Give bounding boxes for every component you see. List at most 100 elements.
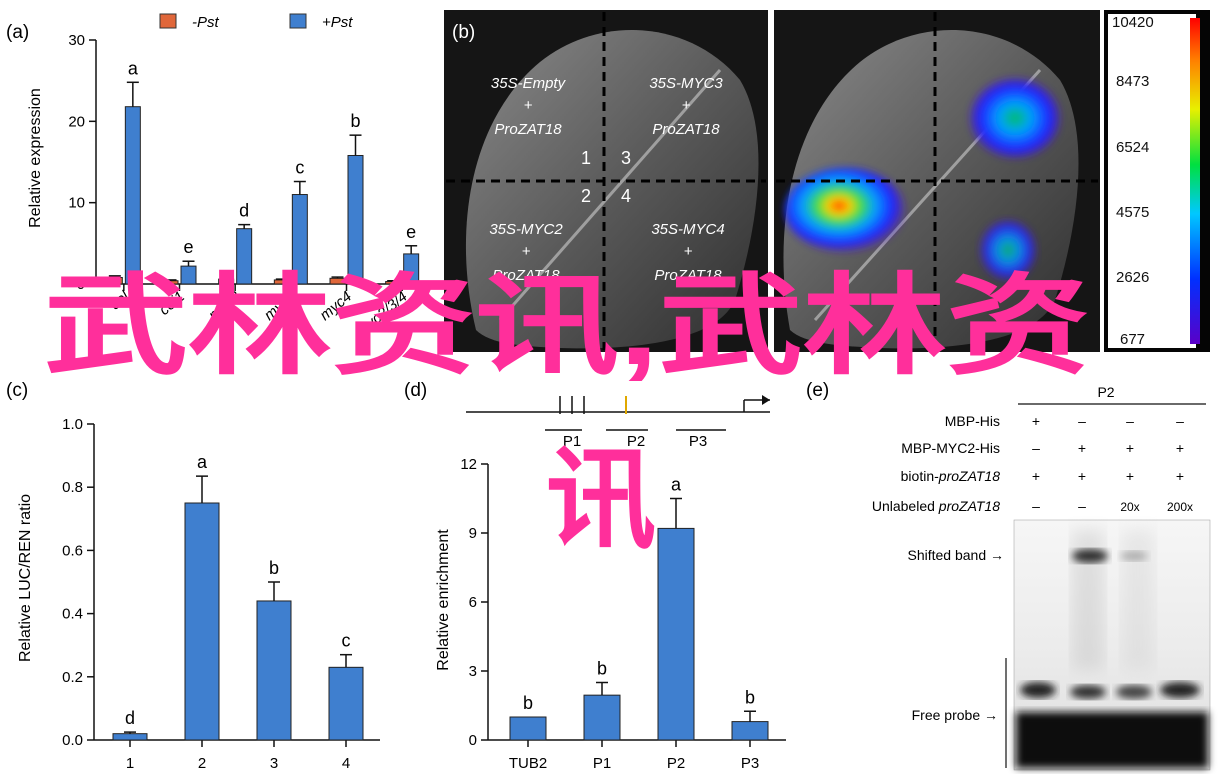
bar xyxy=(583,694,621,741)
condition-cell: 200x xyxy=(1167,500,1193,514)
construct-plus: + xyxy=(524,97,533,114)
leaf-midrib-left xyxy=(498,69,722,321)
quadrant-number-1: 1 xyxy=(581,148,591,168)
bar xyxy=(328,666,364,741)
bar xyxy=(657,527,695,741)
panel-c-axes: 0.0 0.2 0.4 0.6 0.8 1.0 1 2 3 4 xyxy=(62,416,380,772)
panel-d-bar-chart: (d) P1 P2 P3 Relative enrichment 0 3 6 9 12 T… xyxy=(404,380,786,772)
x-tick-label: P3 xyxy=(741,755,759,772)
colorbar-tick: 4575 xyxy=(1116,204,1149,221)
bar xyxy=(124,106,141,285)
panel-d-y-axis-title: Relative enrichment xyxy=(435,529,452,671)
bar xyxy=(184,502,220,741)
panel-d-label: (d) xyxy=(404,380,427,401)
x-tick-label: TUB2 xyxy=(509,755,547,772)
y-tick-label: 0 xyxy=(469,732,477,749)
x-tick-label: 4 xyxy=(342,755,350,772)
region-p1-label: P1 xyxy=(563,433,581,450)
free-probe-label: Free probe → xyxy=(912,707,998,723)
y-tick-label: 12 xyxy=(460,456,477,473)
condition-cell: – xyxy=(1032,440,1040,456)
free-probe-band-lane-4 xyxy=(1160,682,1200,698)
panel-a-bars: a e d c b e xyxy=(106,58,420,285)
y-tick-label: 0.0 xyxy=(62,732,83,749)
condition-row-label: Unlabeled proZAT18 xyxy=(872,498,1000,514)
construct-promoter: ProZAT18 xyxy=(494,121,562,138)
significance-letter: b xyxy=(350,111,360,131)
significance-letter: c xyxy=(342,631,351,651)
x-tick-label: 3 xyxy=(270,755,278,772)
quadrant-number-4: 4 xyxy=(621,186,631,206)
luminescence-spot-myc3 xyxy=(970,78,1060,158)
significance-letter: d xyxy=(125,708,135,728)
panel-c-bar-chart: (c) Relative LUC/REN ratio 0.00.20.40.60… xyxy=(6,380,380,772)
legend-label-plus-pst: +Pst xyxy=(322,14,353,31)
gel-smear xyxy=(1122,530,1154,670)
condition-row-label: MBP-His xyxy=(945,413,1000,429)
quadrant-label-1: 35S-Empty + ProZAT18 xyxy=(491,75,567,138)
luminescence-spot-myc2 xyxy=(785,168,905,252)
shifted-band-lane-2 xyxy=(1072,549,1108,563)
watermark-overlay: 武林资讯,武林资 讯 xyxy=(44,265,1090,562)
construct-label: 35S-MYC2 xyxy=(489,221,563,238)
condition-cell: 20x xyxy=(1120,500,1139,514)
luminescence-colorbar: 10420 8473 6524 4575 2626 677 xyxy=(1104,10,1210,352)
construct-label: 35S-Empty xyxy=(491,75,567,92)
y-tick-label: 30 xyxy=(68,32,85,49)
condition-cell: – xyxy=(1032,498,1040,514)
y-tick-label: 20 xyxy=(68,113,85,130)
construct-promoter: ProZAT18 xyxy=(652,121,720,138)
condition-cell: + xyxy=(1126,468,1134,484)
condition-cell: + xyxy=(1078,468,1086,484)
free-probe-band-lane-1 xyxy=(1020,682,1056,698)
colorbar-tick: 2626 xyxy=(1116,269,1149,286)
condition-cell: + xyxy=(1176,440,1184,456)
y-tick-label: 3 xyxy=(469,663,477,680)
y-tick-label: 1.0 xyxy=(62,416,83,433)
panel-e-label: (e) xyxy=(806,380,829,401)
panel-c-bars: d a b c xyxy=(112,452,364,741)
construct-label: 35S-MYC3 xyxy=(649,75,723,92)
legend-swatch-minus-pst xyxy=(159,13,177,29)
construct-promoter: ProZAT18 xyxy=(654,267,722,284)
x-tick-label: P1 xyxy=(593,755,611,772)
quadrant-label-2: 35S-MYC2 + ProZAT18 xyxy=(489,221,563,284)
y-tick-label: 0 xyxy=(77,276,85,293)
quadrant-label-4: 35S-MYC4 + ProZAT18 xyxy=(651,221,724,284)
condition-cell: + xyxy=(1032,413,1040,429)
condition-row-label: MBP-MYC2-His xyxy=(901,440,1000,456)
colorbar-tick: 10420 xyxy=(1112,14,1154,31)
significance-letter: a xyxy=(671,475,682,495)
significance-letter: a xyxy=(197,452,208,472)
free-probe-front xyxy=(1016,712,1208,768)
promoter-schematic: P1 P2 P3 xyxy=(466,395,770,450)
lane-group-label: P2 xyxy=(1097,384,1114,400)
quadrant-label-3: 35S-MYC3 + ProZAT18 xyxy=(649,75,723,138)
significance-letter: e xyxy=(183,237,193,257)
luminescence-spot-myc4 xyxy=(980,220,1036,280)
panel-a-legend: -Pst +Pst xyxy=(159,13,353,31)
shifted-band-label: Shifted band → xyxy=(907,547,1004,563)
condition-cell: – xyxy=(1126,413,1134,429)
condition-cell: – xyxy=(1078,498,1086,514)
construct-label: 35S-MYC4 xyxy=(651,221,724,238)
legend-label-minus-pst: -Pst xyxy=(192,14,220,31)
quadrant-divider-lines xyxy=(446,12,1098,350)
free-probe-band-lane-3 xyxy=(1116,685,1152,699)
region-p2-label: P2 xyxy=(627,433,645,450)
panel-a-y-axis-title: Relative expression xyxy=(27,88,44,228)
significance-letter: b xyxy=(269,558,279,578)
x-tick-label: P2 xyxy=(667,755,685,772)
panel-b-label: (b) xyxy=(452,22,475,43)
panel-b-leaf-images: 35S-Empty + ProZAT18 35S-MYC3 + ProZAT18… xyxy=(444,10,1210,352)
panel-d-bars: b b a b xyxy=(509,475,769,741)
legend-swatch-plus-pst xyxy=(289,13,307,29)
colorbar-gradient xyxy=(1190,18,1200,344)
significance-letter: b xyxy=(597,659,607,679)
y-tick-label: 9 xyxy=(469,525,477,542)
x-tick-label: 2 xyxy=(198,755,206,772)
condition-cell: + xyxy=(1176,468,1184,484)
y-tick-label: 0.8 xyxy=(62,479,83,496)
x-tick-label: 1 xyxy=(126,755,134,772)
bar xyxy=(509,716,547,741)
